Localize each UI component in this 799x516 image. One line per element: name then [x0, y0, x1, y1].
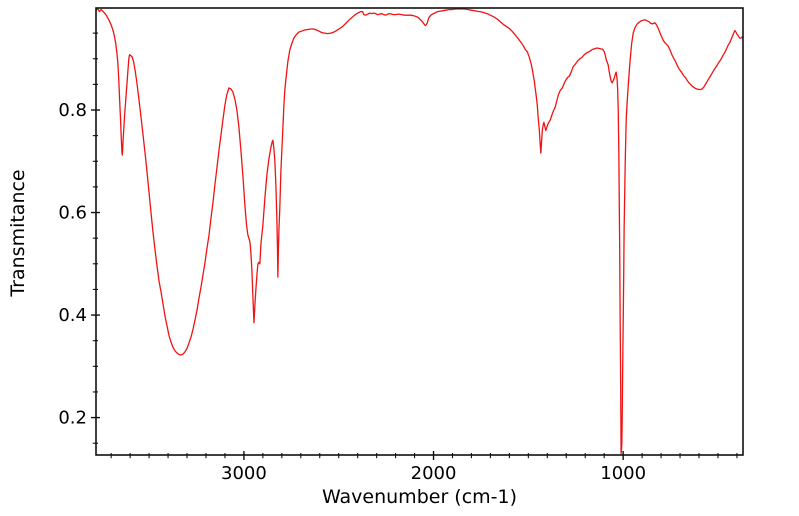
y-axis-label: Transmitance: [7, 169, 29, 297]
x-tick-label: 3000: [221, 463, 267, 484]
plot-border: [95, 7, 744, 456]
x-tick-label: 2000: [411, 463, 457, 484]
y-tick-label: 0.2: [58, 408, 87, 429]
spectrum-curve: [95, 8, 744, 455]
y-tick-label: 0.6: [58, 203, 87, 224]
x-axis-label: Wavenumber (cm-1): [321, 486, 518, 508]
x-tick-label: 1000: [600, 463, 646, 484]
y-tick-label: 0.4: [58, 305, 87, 326]
y-tick-label: 0.8: [58, 100, 87, 121]
